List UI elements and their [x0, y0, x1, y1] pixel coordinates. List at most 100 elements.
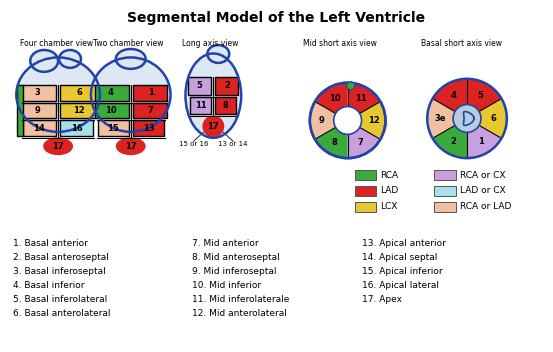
Ellipse shape	[347, 82, 354, 90]
Text: Four chamber view: Four chamber view	[19, 39, 93, 48]
Text: Long axis view: Long axis view	[182, 39, 238, 48]
Text: 14: 14	[33, 124, 45, 133]
Text: 7. Mid anterior: 7. Mid anterior	[192, 239, 259, 249]
Wedge shape	[432, 125, 467, 158]
Wedge shape	[432, 79, 467, 112]
Text: LCX: LCX	[380, 202, 398, 211]
Text: 3e: 3e	[435, 114, 446, 123]
Text: 1. Basal anterior: 1. Basal anterior	[13, 239, 88, 249]
Text: 11: 11	[196, 101, 207, 110]
Ellipse shape	[116, 137, 145, 155]
Text: 3: 3	[34, 88, 40, 97]
FancyBboxPatch shape	[354, 170, 377, 180]
Text: 2. Basal anteroseptal: 2. Basal anteroseptal	[13, 253, 109, 262]
Text: RCA: RCA	[380, 170, 399, 180]
Ellipse shape	[30, 50, 58, 72]
Text: Two chamber view: Two chamber view	[93, 39, 164, 48]
Wedge shape	[315, 127, 348, 158]
Text: 13: 13	[143, 124, 154, 133]
FancyBboxPatch shape	[20, 102, 56, 119]
Text: 10: 10	[105, 106, 117, 115]
Text: Basal short axis view: Basal short axis view	[421, 39, 502, 48]
Wedge shape	[467, 125, 502, 158]
Ellipse shape	[375, 119, 388, 132]
FancyBboxPatch shape	[20, 85, 56, 101]
Circle shape	[333, 107, 362, 134]
Wedge shape	[348, 83, 380, 113]
Text: Segmental Model of the Left Ventricle: Segmental Model of the Left Ventricle	[127, 11, 425, 25]
FancyBboxPatch shape	[95, 85, 129, 101]
FancyBboxPatch shape	[434, 170, 456, 180]
FancyBboxPatch shape	[133, 120, 164, 136]
Text: LAD: LAD	[380, 186, 399, 195]
Text: 8: 8	[222, 101, 228, 110]
Ellipse shape	[207, 45, 229, 63]
Text: 13 or 14: 13 or 14	[218, 141, 248, 147]
FancyBboxPatch shape	[189, 77, 211, 95]
Wedge shape	[467, 79, 502, 112]
FancyBboxPatch shape	[354, 202, 377, 212]
Text: 15 or 16: 15 or 16	[179, 141, 208, 147]
Text: 15: 15	[107, 124, 119, 133]
Text: 1: 1	[478, 137, 483, 146]
Text: 17. Apex: 17. Apex	[362, 295, 401, 304]
Text: 11. Mid inferolaterale: 11. Mid inferolaterale	[192, 295, 290, 304]
Ellipse shape	[43, 137, 73, 155]
Text: 6: 6	[76, 88, 82, 97]
Text: 12. Mid anterolateral: 12. Mid anterolateral	[192, 309, 288, 318]
Text: RCA or LAD: RCA or LAD	[460, 202, 512, 211]
Ellipse shape	[185, 54, 241, 138]
Text: 13. Apical anterior: 13. Apical anterior	[362, 239, 446, 249]
Wedge shape	[359, 102, 385, 139]
FancyBboxPatch shape	[17, 85, 23, 136]
FancyBboxPatch shape	[60, 120, 93, 136]
Text: 9: 9	[319, 116, 325, 125]
Text: 4: 4	[108, 88, 114, 97]
Text: 17: 17	[207, 122, 219, 131]
FancyBboxPatch shape	[133, 102, 166, 119]
Wedge shape	[348, 127, 380, 158]
Text: 16: 16	[71, 124, 83, 133]
Ellipse shape	[202, 115, 225, 137]
Wedge shape	[427, 99, 455, 138]
Text: 9: 9	[34, 106, 40, 115]
Text: 11: 11	[354, 94, 367, 102]
Text: 8: 8	[332, 138, 337, 147]
Text: 8. Mid anteroseptal: 8. Mid anteroseptal	[192, 253, 280, 262]
Text: 17: 17	[53, 142, 64, 151]
Text: 7: 7	[358, 138, 363, 147]
Text: 6: 6	[491, 114, 497, 123]
Wedge shape	[315, 83, 348, 113]
Circle shape	[453, 105, 481, 132]
Text: 12: 12	[368, 116, 379, 125]
Text: 2: 2	[225, 81, 230, 90]
Text: 6. Basal anterolateral: 6. Basal anterolateral	[13, 309, 111, 318]
Text: 14. Apical septal: 14. Apical septal	[362, 253, 437, 262]
FancyBboxPatch shape	[354, 186, 377, 196]
FancyBboxPatch shape	[95, 102, 129, 119]
Text: 4: 4	[451, 91, 457, 100]
Text: 9. Mid inferoseptal: 9. Mid inferoseptal	[192, 267, 277, 276]
FancyBboxPatch shape	[434, 186, 456, 196]
Text: 10: 10	[329, 94, 341, 102]
Text: LAD or CX: LAD or CX	[460, 186, 505, 195]
FancyBboxPatch shape	[60, 85, 96, 101]
Ellipse shape	[91, 57, 170, 132]
Ellipse shape	[116, 49, 145, 69]
Text: 3. Basal inferoseptal: 3. Basal inferoseptal	[13, 267, 106, 276]
Text: RCA or CX: RCA or CX	[460, 170, 505, 180]
Text: Mid short axis view: Mid short axis view	[302, 39, 377, 48]
Ellipse shape	[59, 50, 81, 68]
Text: 4. Basal inferior: 4. Basal inferior	[13, 281, 85, 290]
FancyBboxPatch shape	[434, 202, 456, 212]
Ellipse shape	[17, 57, 100, 132]
FancyBboxPatch shape	[60, 102, 96, 119]
Text: 12: 12	[73, 106, 85, 115]
Text: 5: 5	[196, 81, 202, 90]
Text: 15. Apical inferior: 15. Apical inferior	[362, 267, 442, 276]
Text: 5: 5	[478, 91, 483, 100]
FancyBboxPatch shape	[190, 97, 211, 114]
Text: 1: 1	[148, 88, 154, 97]
FancyBboxPatch shape	[133, 85, 166, 101]
Text: 17: 17	[125, 142, 137, 151]
